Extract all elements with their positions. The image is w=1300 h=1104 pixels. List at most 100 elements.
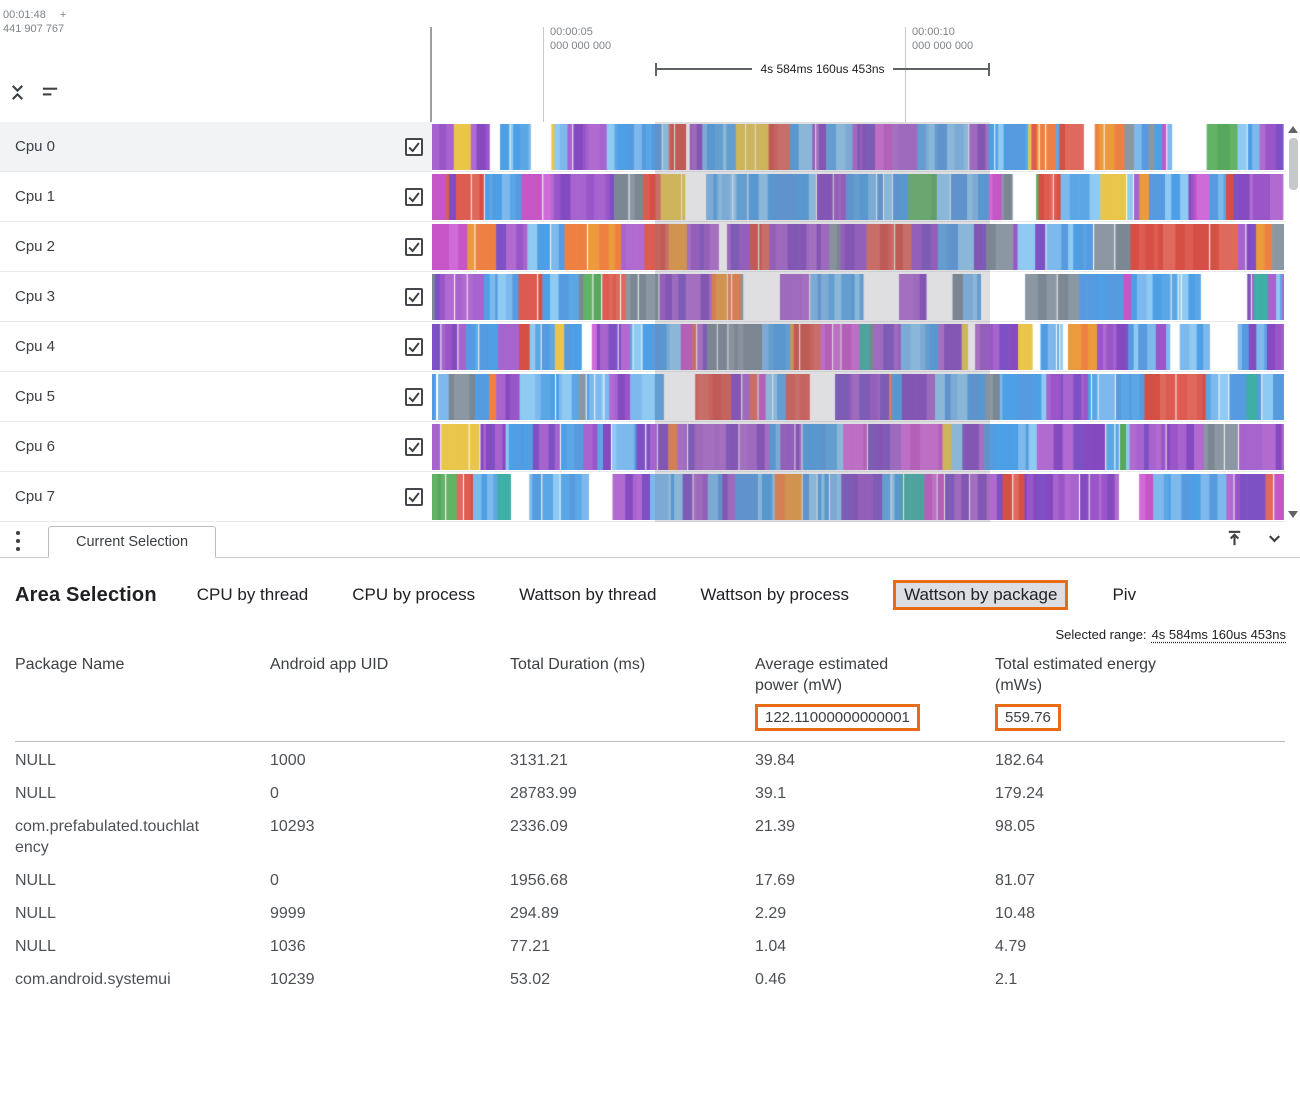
cpu-track-canvas[interactable] [432, 174, 1284, 220]
track-row[interactable]: Cpu 1 [0, 172, 1300, 222]
view-tab-cpu-by-process[interactable]: CPU by process [352, 585, 476, 604]
table-row[interactable]: NULL 0 1956.68 17.69 81.07 [15, 864, 1300, 897]
table-row[interactable]: NULL 9999 294.89 2.29 10.48 [15, 897, 1300, 930]
selected-range-value[interactable]: 4s 584ms 160us 453ns [1151, 627, 1286, 642]
scroll-up-icon[interactable] [1288, 126, 1298, 133]
track-row[interactable]: Cpu 7 [0, 472, 1300, 522]
collapse-panel-icon[interactable] [1264, 528, 1284, 548]
panel-title: Area Selection [15, 583, 157, 606]
track-row[interactable]: Cpu 3 [0, 272, 1300, 322]
column-header-total-duration-ms[interactable]: Total Duration (ms) [510, 656, 646, 673]
cpu-track-canvas[interactable] [432, 424, 1284, 470]
cell-package-name: com.prefabulated.touchlatency [15, 818, 200, 856]
cpu-track-canvas[interactable] [432, 124, 1284, 170]
expand-panel-icon[interactable] [1224, 528, 1244, 548]
cpu-track-canvas[interactable] [432, 374, 1284, 420]
cpu-track[interactable] [432, 122, 1300, 171]
track-shell[interactable]: Cpu 4 [0, 322, 432, 371]
track-shell[interactable]: Cpu 2 [0, 222, 432, 271]
table-row[interactable]: NULL 1000 3131.21 39.84 182.64 [15, 744, 1300, 777]
track-checkbox[interactable] [405, 437, 423, 456]
cpu-track-canvas[interactable] [432, 274, 1284, 320]
table-row[interactable]: com.prefabulated.touchlatency 10293 2336.0… [15, 810, 1300, 864]
view-tab-wattson-by-thread[interactable]: Wattson by thread [519, 585, 657, 604]
view-tab-wattson-by-process[interactable]: Wattson by process [700, 585, 850, 604]
track-row[interactable]: Cpu 0 [0, 122, 1300, 172]
selected-range-label: Selected range: [1055, 627, 1147, 642]
track-name: Cpu 5 [15, 388, 56, 405]
track-name: Cpu 7 [15, 488, 56, 505]
view-tab-piv[interactable]: Piv [1112, 585, 1137, 604]
scrollbar-thumb[interactable] [1288, 138, 1298, 190]
track-row[interactable]: Cpu 6 [0, 422, 1300, 472]
view-tab-cpu-by-thread[interactable]: CPU by thread [196, 585, 309, 604]
column-header-package-name[interactable]: Package Name [15, 656, 125, 673]
timeline-ruler[interactable]: 00:01:48 + 441 907 767 00:00:05 000 000 … [0, 0, 1300, 122]
cell-android-app-uid: 1000 [270, 752, 306, 769]
tab-menu-icon[interactable] [9, 529, 27, 553]
track-shell[interactable]: Cpu 6 [0, 422, 432, 471]
cpu-track[interactable] [432, 272, 1300, 321]
summary-avg-estimated-power: 122.11000000000001 [755, 704, 920, 731]
cell-package-name: NULL [15, 785, 56, 802]
track-name: Cpu 0 [15, 138, 56, 155]
table-row[interactable]: com.android.systemui 10239 53.02 0.46 2.1 [15, 963, 1300, 996]
ruler-gridline [543, 27, 544, 122]
column-header-android-app-uid[interactable]: Android app UID [270, 656, 389, 673]
track-checkbox[interactable] [405, 337, 423, 356]
track-name: Cpu 3 [15, 288, 56, 305]
cell-avg-estimated-power: 17.69 [755, 872, 796, 889]
cpu-track[interactable] [432, 372, 1300, 421]
track-shell[interactable]: Cpu 7 [0, 472, 432, 521]
origin-offset-toggle[interactable]: + [59, 9, 67, 21]
track-checkbox[interactable] [405, 487, 423, 506]
cell-avg-estimated-power: 39.84 [755, 752, 796, 769]
tab-current-selection[interactable]: Current Selection [48, 526, 217, 558]
track-scrollbar[interactable] [1286, 122, 1300, 522]
cpu-track-canvas[interactable] [432, 224, 1284, 270]
track-shell[interactable]: Cpu 5 [0, 372, 432, 421]
track-row[interactable]: Cpu 5 [0, 372, 1300, 422]
collapse-tracks-icon[interactable] [7, 82, 27, 102]
cell-package-name: NULL [15, 905, 56, 922]
track-checkbox[interactable] [405, 137, 423, 156]
track-checkbox[interactable] [405, 237, 423, 256]
cell-avg-estimated-power: 2.29 [755, 905, 787, 922]
track-checkbox[interactable] [405, 187, 423, 206]
cell-total-estimated-energy: 98.05 [995, 818, 1036, 835]
track-shell[interactable]: Cpu 0 [0, 122, 432, 171]
track-shell[interactable]: Cpu 3 [0, 272, 432, 321]
track-checkbox[interactable] [405, 287, 423, 306]
cell-android-app-uid: 0 [270, 872, 279, 889]
scroll-down-icon[interactable] [1288, 511, 1298, 518]
track-row[interactable]: Cpu 2 [0, 222, 1300, 272]
cell-package-name: com.android.systemui [15, 971, 171, 988]
cpu-track[interactable] [432, 222, 1300, 271]
sort-tracks-icon[interactable] [40, 82, 60, 102]
cell-total-duration-ms: 1956.68 [510, 872, 568, 889]
column-header-avg-estimated-power[interactable]: Average estimated power (mW) [755, 656, 889, 694]
track-name: Cpu 6 [15, 438, 56, 455]
track-shell[interactable]: Cpu 1 [0, 172, 432, 221]
track-row[interactable]: Cpu 4 [0, 322, 1300, 372]
cpu-track[interactable] [432, 322, 1300, 371]
cpu-track[interactable] [432, 172, 1300, 221]
cell-avg-estimated-power: 21.39 [755, 818, 796, 835]
cpu-track-canvas[interactable] [432, 474, 1284, 520]
cell-android-app-uid: 9999 [270, 905, 306, 922]
cell-total-estimated-energy: 182.64 [995, 752, 1044, 769]
table-row[interactable]: NULL 1036 77.21 1.04 4.79 [15, 930, 1300, 963]
cpu-track-canvas[interactable] [432, 324, 1284, 370]
cpu-track[interactable] [432, 472, 1300, 521]
view-tab-wattson-by-package[interactable]: Wattson by package [893, 580, 1069, 610]
cell-avg-estimated-power: 0.46 [755, 971, 787, 988]
summary-total-estimated-energy: 559.76 [995, 704, 1061, 731]
cell-total-estimated-energy: 4.79 [995, 938, 1027, 955]
table-row[interactable]: NULL 0 28783.99 39.1 179.24 [15, 777, 1300, 810]
column-header-total-estimated-energy[interactable]: Total estimated energy (mWs) [995, 656, 1156, 694]
cpu-track[interactable] [432, 422, 1300, 471]
ruler-gridline [430, 27, 432, 122]
selection-duration-label: 4s 584ms 160us 453ns [760, 62, 885, 76]
track-checkbox[interactable] [405, 387, 423, 406]
